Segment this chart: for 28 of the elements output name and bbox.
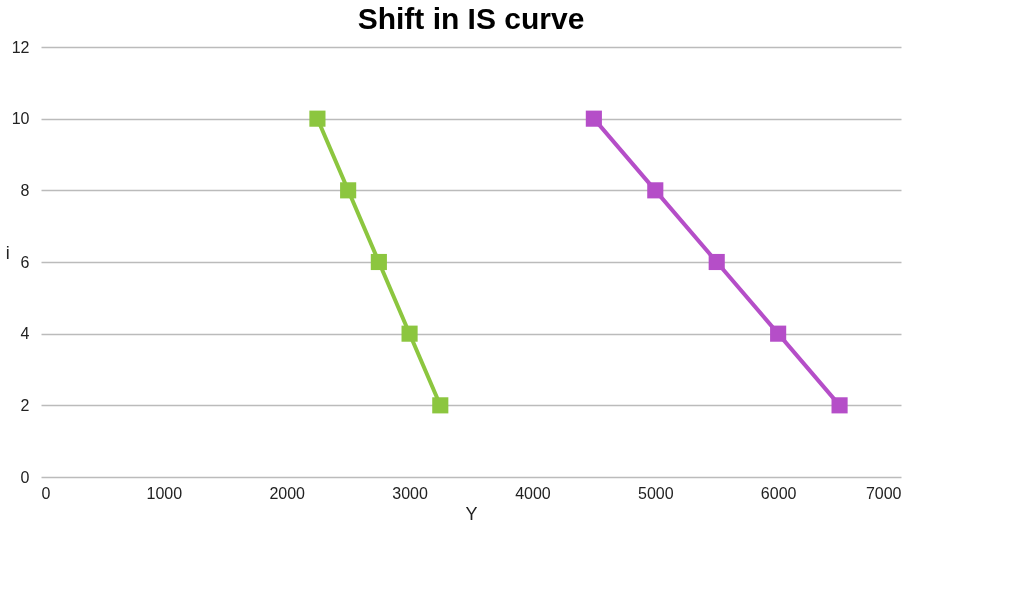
y-tick-label: 4: [20, 325, 30, 343]
y-tick-label: 6: [20, 253, 30, 271]
x-tick-label: 2000: [269, 484, 306, 502]
x-axis-title: Y: [465, 503, 478, 524]
point: [340, 182, 357, 199]
point: [770, 325, 787, 342]
x-tick-label: 1000: [146, 484, 183, 502]
y-tick-label: 10: [11, 110, 30, 128]
x-tick-label: 0: [41, 484, 51, 502]
x-tick-label: 3000: [392, 484, 428, 502]
y-axis-title: i: [5, 242, 10, 263]
point: [370, 253, 387, 271]
point: [401, 325, 418, 342]
x-tick-label: 4000: [515, 484, 551, 502]
y-tick-label: 8: [20, 181, 30, 199]
y-tick-label: 2: [20, 396, 30, 414]
point: [647, 182, 664, 199]
x-tick-label: 7000: [865, 484, 902, 502]
y-tick-label: 0: [20, 468, 30, 486]
point: [309, 110, 326, 127]
point: [831, 397, 848, 414]
x-tick-label: 6000: [760, 484, 797, 502]
point: [432, 397, 449, 414]
x-tick-label: 5000: [637, 484, 674, 502]
y-tick-label: 12: [11, 38, 30, 56]
point: [708, 253, 725, 271]
point: [585, 110, 602, 127]
chart-title: Shift in IS curve: [357, 2, 585, 35]
